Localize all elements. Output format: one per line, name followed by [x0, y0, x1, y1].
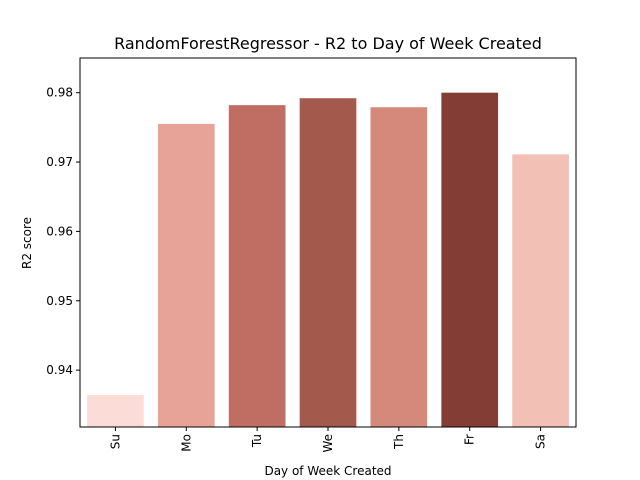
- y-tick-label: 0.96: [46, 224, 73, 238]
- bar-th: [370, 107, 428, 427]
- y-tick-label: 0.97: [46, 155, 73, 169]
- bar-sa: [512, 154, 569, 427]
- x-axis: Su Mo Tu We Th Fr Sa: [108, 427, 548, 453]
- y-axis: 0.94 0.95 0.96 0.97 0.98: [46, 86, 80, 377]
- y-tick-label: 0.94: [46, 363, 73, 377]
- x-tick-label-mo: Mo: [179, 434, 193, 452]
- bars-group: [87, 92, 569, 428]
- y-tick-label: 0.95: [46, 294, 73, 308]
- x-tick-label-su: Su: [108, 434, 122, 449]
- x-tick-label-tu: Tu: [250, 434, 264, 448]
- y-tick-label: 0.98: [46, 86, 73, 100]
- bar-mo: [157, 123, 215, 428]
- x-tick-label-sa: Sa: [534, 434, 548, 449]
- bar-we: [299, 98, 357, 428]
- x-tick-label-th: Th: [392, 434, 406, 450]
- bar-fr: [441, 92, 499, 427]
- y-axis-label: R2 score: [20, 217, 34, 269]
- chart-title: RandomForestRegressor - R2 to Day of Wee…: [114, 34, 542, 53]
- x-tick-label-we: We: [321, 434, 335, 453]
- bar-su: [87, 395, 144, 427]
- bar-tu: [228, 105, 286, 428]
- x-tick-label-fr: Fr: [463, 434, 477, 445]
- x-axis-label: Day of Week Created: [264, 464, 391, 478]
